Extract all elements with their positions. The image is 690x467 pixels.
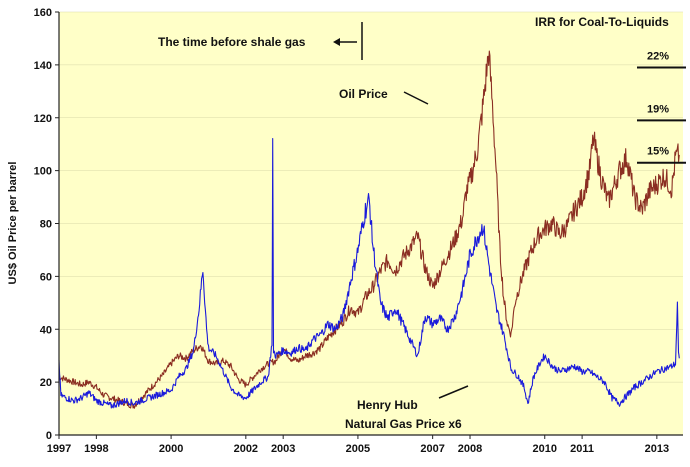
x-tick-label: 1998: [84, 443, 108, 455]
x-tick-label: 1997: [47, 443, 71, 455]
series-lines: [58, 50, 680, 409]
y-tick-label: 20: [40, 377, 52, 389]
x-tick-label: 2008: [458, 443, 482, 455]
y-tick-label: 140: [34, 60, 52, 72]
shale-arrow-head: [333, 38, 340, 46]
x-tick-label: 2013: [645, 443, 669, 455]
oil-price-series: [58, 50, 680, 409]
gas-label-line1: Henry Hub: [357, 398, 418, 412]
gas-pointer: [438, 385, 469, 399]
x-tick-label: 2003: [271, 443, 295, 455]
gridlines: [59, 11, 683, 383]
oil-price-pointer: [403, 91, 429, 105]
y-tick-label: 120: [34, 113, 52, 125]
y-tick-labels: 0 20 40 60 80 100 120 140 160: [34, 7, 59, 442]
irr-levels: 22% 19% 15%: [637, 51, 686, 164]
x-tick-label: 2000: [159, 443, 183, 455]
y-tick-label: 80: [40, 219, 52, 231]
y-tick-label: 60: [40, 271, 52, 283]
y-tick-label: 40: [40, 324, 52, 336]
x-tick-label: 2011: [570, 443, 594, 455]
irr-level-label: 15%: [647, 146, 669, 158]
x-tick-label: 2002: [234, 443, 258, 455]
x-tick-labels: 1997 1998 2000 2002 2003 2005 2007 2008 2010 2011…: [47, 435, 669, 455]
y-tick-label: 160: [34, 7, 52, 19]
oil-price-label: Oil Price: [339, 87, 388, 101]
y-tick-label: 0: [46, 430, 52, 442]
x-tick-label: 2010: [533, 443, 557, 455]
x-tick-label: 2005: [346, 443, 370, 455]
gas-label-line2: Natural Gas Price x6: [345, 417, 462, 431]
y-axis-label: US$ Oil Price per barrel: [7, 162, 19, 285]
x-tick-label: 2007: [420, 443, 444, 455]
y-tick-label: 100: [34, 166, 52, 178]
irr-title: IRR for Coal-To-Liquids: [535, 15, 669, 29]
shale-annotation: The time before shale gas: [158, 35, 306, 49]
gas-price-series: [58, 138, 680, 409]
irr-level-label: 19%: [647, 103, 669, 115]
irr-level-label: 22%: [647, 51, 669, 63]
